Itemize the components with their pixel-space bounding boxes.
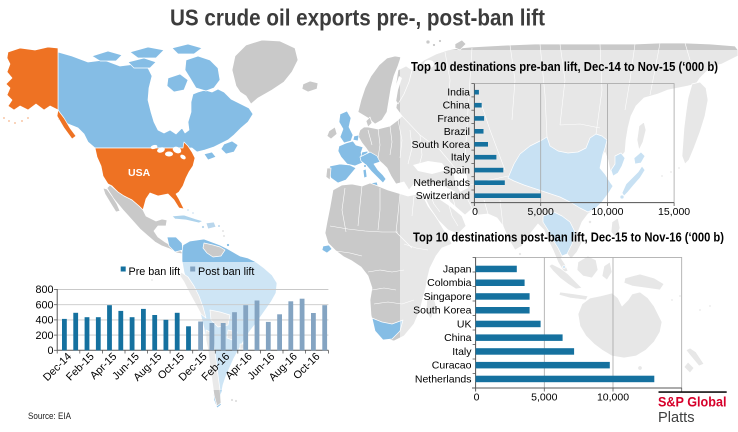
svg-text:Italy: Italy xyxy=(451,152,471,164)
svg-text:Switzerland: Switzerland xyxy=(416,190,470,202)
svg-text:0: 0 xyxy=(472,206,478,218)
svg-text:5,000: 5,000 xyxy=(528,206,554,218)
svg-text:0: 0 xyxy=(47,345,53,357)
svg-text:Spain: Spain xyxy=(443,165,470,177)
svg-text:15,000: 15,000 xyxy=(658,206,690,218)
svg-text:Post ban lift: Post ban lift xyxy=(198,266,254,278)
svg-text:S&P Global: S&P Global xyxy=(658,393,727,409)
svg-text:Colombia: Colombia xyxy=(427,277,472,289)
svg-text:Italy: Italy xyxy=(452,346,472,358)
svg-text:China: China xyxy=(443,100,471,112)
svg-text:Platts: Platts xyxy=(658,409,695,426)
svg-text:Source: EIA: Source: EIA xyxy=(28,411,72,422)
svg-text:US crude oil exports pre-, pos: US crude oil exports pre-, post-ban lift xyxy=(170,5,545,31)
svg-text:China: China xyxy=(444,332,472,344)
svg-text:10,000: 10,000 xyxy=(591,206,623,218)
svg-text:UK: UK xyxy=(457,319,472,331)
svg-text:600: 600 xyxy=(35,299,53,311)
svg-text:USA: USA xyxy=(128,167,151,179)
svg-text:Brazil: Brazil xyxy=(444,126,470,138)
svg-text:Japan: Japan xyxy=(443,264,472,276)
svg-text:400: 400 xyxy=(35,315,53,327)
svg-text:France: France xyxy=(437,113,470,125)
svg-text:Pre ban lift: Pre ban lift xyxy=(129,266,181,278)
svg-text:5,000: 5,000 xyxy=(531,392,557,404)
svg-text:Top 10 destinations post-ban l: Top 10 destinations post-ban lift, Dec-1… xyxy=(413,230,724,245)
svg-text:India: India xyxy=(447,87,470,99)
svg-text:0: 0 xyxy=(474,392,480,404)
svg-text:Singapore: Singapore xyxy=(424,291,472,303)
svg-text:10,000: 10,000 xyxy=(597,392,629,404)
svg-text:Netherlands: Netherlands xyxy=(413,177,470,189)
svg-text:Curacao: Curacao xyxy=(432,360,472,372)
svg-text:South Korea: South Korea xyxy=(413,305,472,317)
svg-text:South Korea: South Korea xyxy=(412,139,471,151)
svg-text:800: 800 xyxy=(35,284,53,296)
svg-text:200: 200 xyxy=(35,330,53,342)
svg-text:Top 10 destinations pre-ban li: Top 10 destinations pre-ban lift, Dec-14… xyxy=(411,59,718,74)
svg-text:Netherlands: Netherlands xyxy=(415,374,472,386)
